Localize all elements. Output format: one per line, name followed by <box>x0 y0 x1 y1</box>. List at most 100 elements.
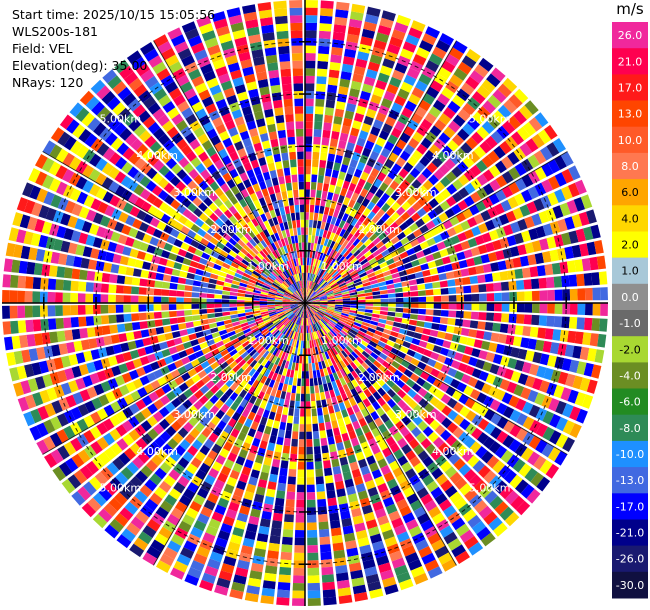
velocity-cell <box>372 310 381 315</box>
velocity-cell <box>220 384 229 394</box>
velocity-cell <box>406 248 416 256</box>
velocity-cell <box>161 289 170 296</box>
velocity-cell <box>453 269 462 278</box>
velocity-cell <box>360 324 369 331</box>
velocity-cell <box>586 209 597 224</box>
velocity-cell <box>97 250 107 261</box>
velocity-cell <box>408 27 423 39</box>
velocity-cell <box>334 325 342 332</box>
velocity-cell <box>382 123 393 134</box>
velocity-cell <box>187 266 197 274</box>
velocity-cell <box>486 293 495 302</box>
velocity-cell <box>161 296 169 303</box>
velocity-cell <box>409 343 419 352</box>
velocity-cell <box>298 439 305 447</box>
velocity-cell <box>235 269 244 276</box>
velocity-cell <box>36 188 48 203</box>
velocity-cell <box>210 486 222 497</box>
velocity-cell <box>333 252 341 260</box>
velocity-cell <box>309 290 314 297</box>
velocity-cell <box>259 440 268 450</box>
velocity-cell <box>260 294 268 298</box>
velocity-cell <box>245 291 253 295</box>
velocity-cell <box>176 204 187 214</box>
velocity-cell <box>252 370 260 380</box>
velocity-cell <box>433 234 443 244</box>
velocity-cell <box>244 306 253 310</box>
velocity-cell <box>399 150 411 162</box>
velocity-cell <box>184 291 192 298</box>
velocity-cell <box>228 250 238 258</box>
velocity-cell <box>164 170 176 182</box>
velocity-cell <box>299 265 302 274</box>
velocity-cell <box>574 331 584 345</box>
velocity-cell <box>244 592 259 603</box>
velocity-cell <box>162 274 172 282</box>
velocity-cell <box>492 110 506 124</box>
velocity-cell <box>233 202 243 212</box>
velocity-cell <box>452 426 464 439</box>
velocity-cell <box>42 140 56 156</box>
velocity-cell <box>351 577 365 587</box>
velocity-cell <box>362 472 373 483</box>
velocity-cell <box>286 288 294 295</box>
velocity-cell <box>516 303 525 313</box>
velocity-cell <box>418 546 433 558</box>
velocity-cell <box>146 518 161 532</box>
velocity-cell <box>276 168 284 177</box>
velocity-cell <box>271 317 279 322</box>
velocity-cell <box>483 511 498 525</box>
velocity-cell <box>339 360 347 369</box>
velocity-cell <box>554 189 566 203</box>
velocity-cell <box>289 151 297 160</box>
velocity-cell <box>166 513 180 526</box>
velocity-cell <box>458 463 471 476</box>
velocity-cell <box>413 352 423 361</box>
velocity-cell <box>297 265 300 274</box>
velocity-cell <box>201 139 213 151</box>
velocity-cell <box>44 453 58 468</box>
velocity-cell <box>187 94 200 107</box>
velocity-cell <box>267 227 274 236</box>
velocity-cell <box>355 411 364 421</box>
velocity-cell <box>87 497 102 512</box>
velocity-cell <box>313 243 317 251</box>
velocity-cell <box>326 247 332 256</box>
velocity-cell <box>191 292 200 298</box>
velocity-cell <box>517 218 528 231</box>
velocity-cell <box>250 96 261 106</box>
azimuth-line <box>42 151 306 304</box>
velocity-cell <box>343 325 351 332</box>
velocity-cell <box>248 322 257 328</box>
velocity-cell <box>316 259 321 268</box>
velocity-cell <box>292 377 298 386</box>
velocity-cell <box>195 163 206 174</box>
velocity-cell <box>147 121 161 135</box>
velocity-cell <box>278 574 291 583</box>
velocity-cell <box>231 133 241 144</box>
velocity-cell <box>461 373 472 384</box>
velocity-cell <box>492 354 503 365</box>
velocity-cell <box>192 280 202 287</box>
velocity-cell <box>433 169 445 181</box>
velocity-cell <box>346 406 355 416</box>
velocity-cell <box>226 179 236 189</box>
velocity-cell <box>307 340 310 349</box>
velocity-cell <box>100 294 109 303</box>
velocity-cell <box>27 378 39 392</box>
velocity-cell <box>399 346 409 354</box>
velocity-cell <box>584 317 593 331</box>
velocity-cell <box>469 320 479 329</box>
velocity-cell <box>346 142 355 152</box>
velocity-cell <box>305 174 311 182</box>
velocity-cell <box>532 351 543 364</box>
velocity-cell <box>380 307 389 311</box>
velocity-cell <box>326 231 332 240</box>
velocity-cell <box>199 22 214 35</box>
velocity-cell <box>328 207 335 217</box>
velocity-cell <box>366 174 376 185</box>
velocity-cell <box>365 306 374 310</box>
velocity-cell <box>388 298 396 303</box>
velocity-cell <box>337 280 346 286</box>
velocity-cell <box>592 287 601 301</box>
